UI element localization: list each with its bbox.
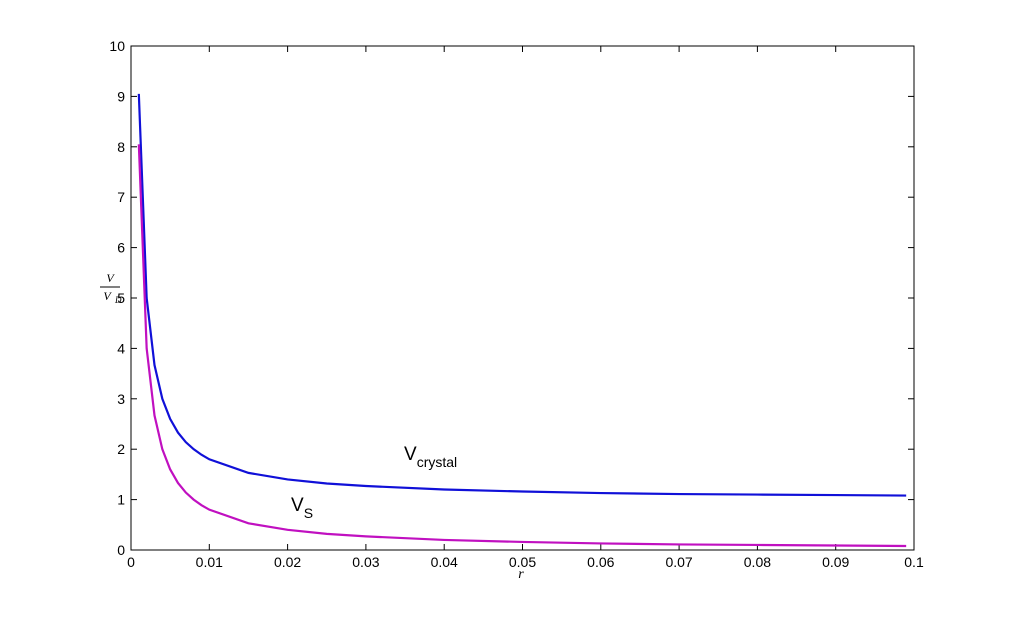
y-tick-label: 9 (117, 88, 125, 104)
x-tick-label: 0.06 (587, 554, 614, 570)
x-tick-label: 0.09 (822, 554, 849, 570)
x-tick-label: 0.01 (196, 554, 223, 570)
x-tick-label: 0.07 (665, 554, 692, 570)
y-label-denominator: V (103, 289, 112, 303)
series-label-name: V (404, 444, 417, 465)
x-tick-label: 0.05 (509, 554, 536, 570)
x-tick-label: 0.03 (352, 554, 379, 570)
plot-frame (130, 45, 915, 551)
x-tick-label: 0.04 (431, 554, 458, 570)
y-label-numerator: V (106, 271, 115, 285)
y-tick-label: 7 (117, 189, 125, 205)
series-label: VS (291, 495, 313, 521)
y-tick-label: 0 (117, 542, 125, 558)
series-label-subscript: S (304, 505, 313, 521)
x-tick-label: 0 (127, 554, 135, 570)
series-label-subscript: crystal (417, 454, 457, 470)
x-axis-label: r (518, 567, 524, 582)
series-label: Vcrystal (404, 444, 457, 470)
y-tick-label: 1 (117, 492, 125, 508)
x-tick-label: 0.02 (274, 554, 301, 570)
y-tick-label: 5 (117, 290, 125, 306)
y-label-subscript: D (114, 295, 122, 305)
y-tick-label: 4 (117, 340, 125, 356)
series-label-name: V (291, 495, 304, 516)
y-tick-label: 10 (109, 38, 125, 54)
x-tick-label: 0.08 (744, 554, 771, 570)
y-tick-label: 6 (117, 240, 125, 256)
series-line (137, 144, 907, 548)
y-tick-label: 3 (117, 391, 125, 407)
y-tick-label: 8 (117, 139, 125, 155)
y-axis-label: V V D (100, 271, 122, 305)
y-tick-label: 2 (117, 441, 125, 457)
series-line (137, 93, 907, 497)
x-tick-label: 0.1 (904, 554, 924, 570)
